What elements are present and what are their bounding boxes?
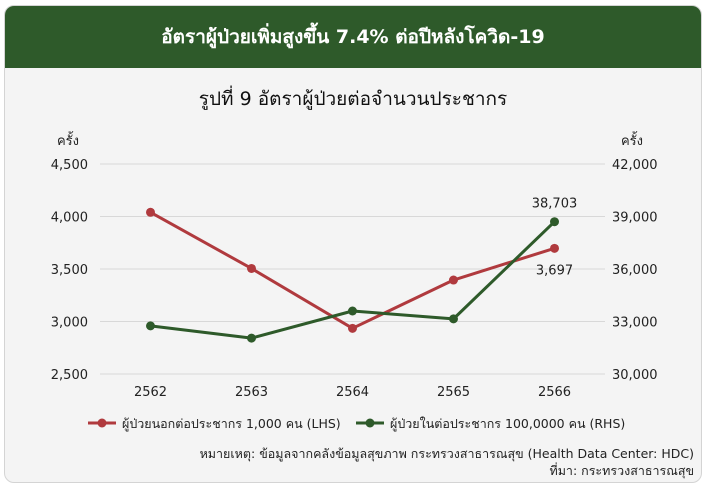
data-point [247,263,256,273]
data-point [146,321,155,331]
data-point [247,333,256,343]
x-tick-label: 2564 [336,385,369,400]
legend-swatch-marker [365,418,375,428]
legend-label: ผู้ป่วยนอกต่อประชากร 1,000 คน (LHS) [122,416,341,432]
y-right-tick-label: 30,000 [612,368,658,383]
y-left-tick-label: 3,500 [51,263,88,278]
data-point [348,306,357,316]
series-line-2 [150,220,556,340]
data-point [146,207,155,217]
header-banner: อัตราผู้ป่วยเพิ่มสูงขึ้น 7.4% ต่อปีหลังโ… [5,6,701,68]
y-left-tick-label: 4,000 [51,211,88,226]
y-right-tick-label: 36,000 [612,263,658,278]
y-left-tick-label: 2,500 [51,368,88,383]
y-left-unit-label: ครั้ง [57,131,79,149]
legend-label: ผู้ป่วยในต่อประชากร 100,0000 คน (RHS) [390,416,625,432]
data-point [550,243,559,253]
data-label-end: 38,703 [532,197,578,212]
x-tick-label: 2566 [538,385,571,400]
header-title: อัตราผู้ป่วยเพิ่มสูงขึ้น 7.4% ต่อปีหลังโ… [161,26,545,48]
y-right-tick-label: 39,000 [612,211,658,226]
y-right-unit-label: ครั้ง [621,131,643,149]
y-left-tick-label: 4,500 [51,158,88,173]
data-point [449,275,458,285]
y-right-tick-label: 33,000 [612,316,658,331]
chart-title: รูปที่ 9 อัตราผู้ป่วยต่อจำนวนประชากร [198,88,508,110]
x-tick-label: 2565 [437,385,470,400]
y-left-tick-label: 3,000 [51,316,88,331]
chart-card: อัตราผู้ป่วยเพิ่มสูงขึ้น 7.4% ต่อปีหลังโ… [4,5,702,483]
data-point [348,323,357,333]
x-tick-label: 2562 [134,385,167,400]
data-label-end: 3,697 [536,263,573,278]
data-point [449,314,458,324]
data-point [550,217,559,227]
source-note: ที่มา: กระทรวงสาธารณสุข [549,463,694,478]
y-right-tick-label: 42,000 [612,158,658,173]
footnote: หมายเหตุ: ข้อมูลจากคลังข้อมูลสุขภาพ กระท… [199,446,694,461]
legend-swatch-marker [97,418,107,428]
x-tick-label: 2563 [235,385,268,400]
